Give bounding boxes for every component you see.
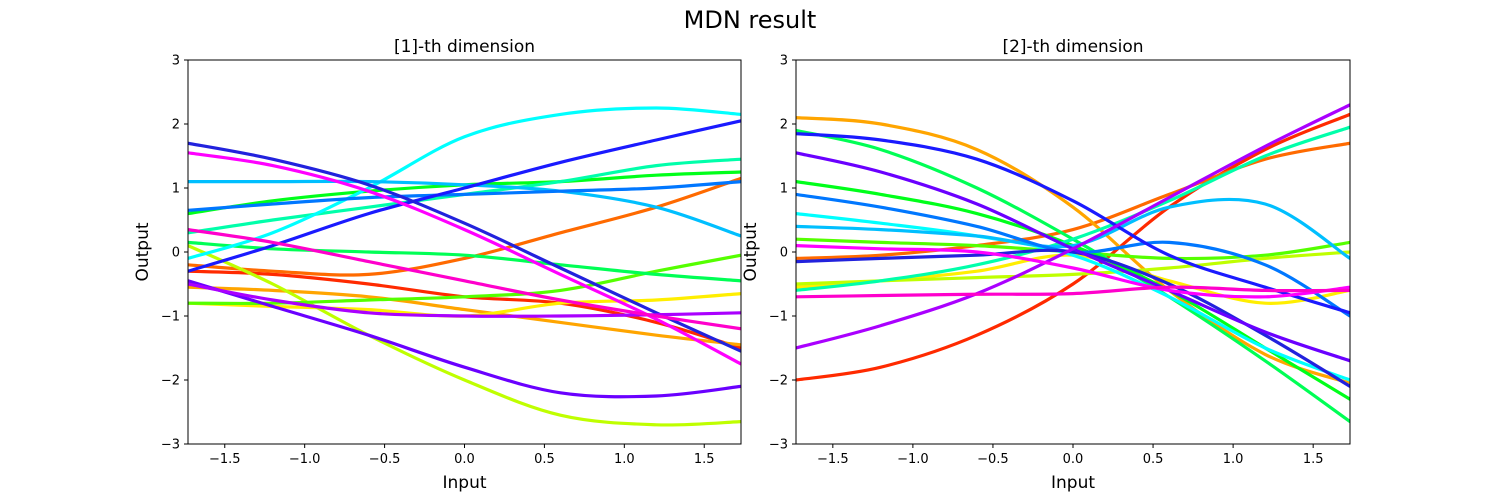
- x-tick-label: −1.0: [289, 452, 321, 467]
- series-line-10: [796, 212, 1350, 382]
- y-tick-label: 3: [172, 54, 180, 69]
- y-tick-label: −1: [769, 310, 788, 325]
- y-tick-label: −3: [161, 438, 180, 453]
- y-tick-label: 0: [780, 246, 788, 261]
- y-axis-label: Output: [741, 222, 761, 281]
- x-tick-label: −0.5: [977, 452, 1009, 467]
- x-tick-label: 0.0: [1063, 452, 1084, 467]
- panel-title: [1]-th dimension: [394, 37, 535, 57]
- x-axis-label: Input: [1051, 473, 1095, 493]
- series-line-18: [796, 285, 1350, 299]
- x-tick-label: 1.0: [1223, 452, 1244, 467]
- series-line-14: [796, 248, 1350, 388]
- x-tick-label: −0.5: [369, 452, 401, 467]
- y-tick-label: 1: [780, 182, 788, 197]
- chart-panel-2: −1.5 −1.0 −0.5 0.0 0.5 1.0 1.5 −3 −2 −1 0 1 2 3 [2]-th…: [741, 37, 1351, 493]
- x-tick-label: 0.0: [454, 452, 475, 467]
- x-tick-label: 1.5: [694, 452, 715, 467]
- y-tick-label: −1: [161, 310, 180, 325]
- y-axis-label: Output: [133, 222, 153, 281]
- x-tick-label: −1.0: [897, 452, 929, 467]
- series-line-17: [188, 151, 741, 366]
- x-tick-label: 1.5: [1303, 452, 1324, 467]
- y-tick-label: −2: [769, 374, 788, 389]
- x-tick-label: 1.0: [614, 452, 635, 467]
- chart-panel-1: −1.5 −1.0 −0.5 0.0 0.5 1.0 1.5 −3 −2 −1 0 1 2 3 [1]-th…: [133, 37, 742, 493]
- y-tick-label: 2: [172, 118, 180, 133]
- series-line-11: [188, 179, 741, 238]
- series-line-7: [188, 240, 741, 283]
- figure-title: MDN result: [683, 6, 817, 34]
- series-line-6: [188, 253, 741, 306]
- y-tick-label: 3: [780, 54, 788, 69]
- series-group: [188, 106, 741, 427]
- x-tick-label: −1.5: [817, 452, 849, 467]
- series-line-17: [796, 244, 1350, 299]
- plot-frame: [187, 59, 742, 445]
- series-line-15: [188, 279, 741, 399]
- series-line-1: [796, 112, 1350, 382]
- series-line-2: [796, 141, 1350, 260]
- x-tick-label: 0.5: [534, 452, 555, 467]
- series-line-13: [796, 132, 1350, 315]
- series-line-16: [796, 103, 1350, 350]
- x-tick-label: −1.5: [209, 452, 241, 467]
- y-tick-label: 1: [172, 182, 180, 197]
- series-line-12: [188, 180, 741, 212]
- series-line-13: [188, 119, 741, 273]
- series-line-11: [796, 197, 1350, 260]
- y-tick-label: 0: [172, 246, 180, 261]
- y-tick-label: 2: [780, 118, 788, 133]
- series-line-5: [188, 244, 741, 427]
- series-group: [796, 103, 1350, 424]
- x-axis-label: Input: [442, 473, 486, 493]
- panel-title: [2]-th dimension: [1002, 37, 1143, 57]
- series-line-14: [188, 141, 741, 353]
- series-line-18: [188, 228, 741, 331]
- series-line-3: [796, 116, 1350, 385]
- y-tick-label: −3: [769, 438, 788, 453]
- series-line-9: [796, 125, 1350, 292]
- y-tick-label: −2: [161, 374, 180, 389]
- x-tick-label: 0.5: [1143, 452, 1164, 467]
- series-line-3: [188, 285, 741, 347]
- series-line-10: [188, 106, 741, 260]
